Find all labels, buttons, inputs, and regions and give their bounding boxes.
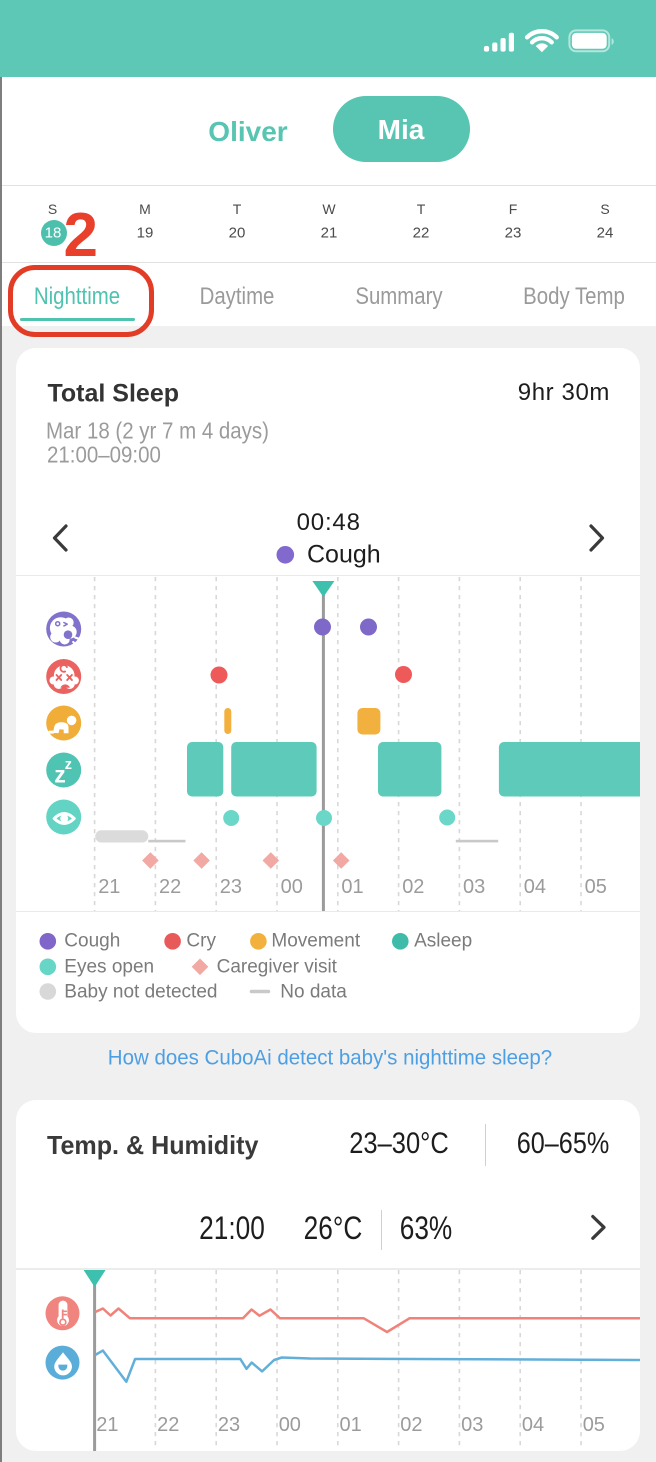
svg-text:z: z: [65, 757, 72, 773]
svg-text:z: z: [54, 762, 65, 788]
